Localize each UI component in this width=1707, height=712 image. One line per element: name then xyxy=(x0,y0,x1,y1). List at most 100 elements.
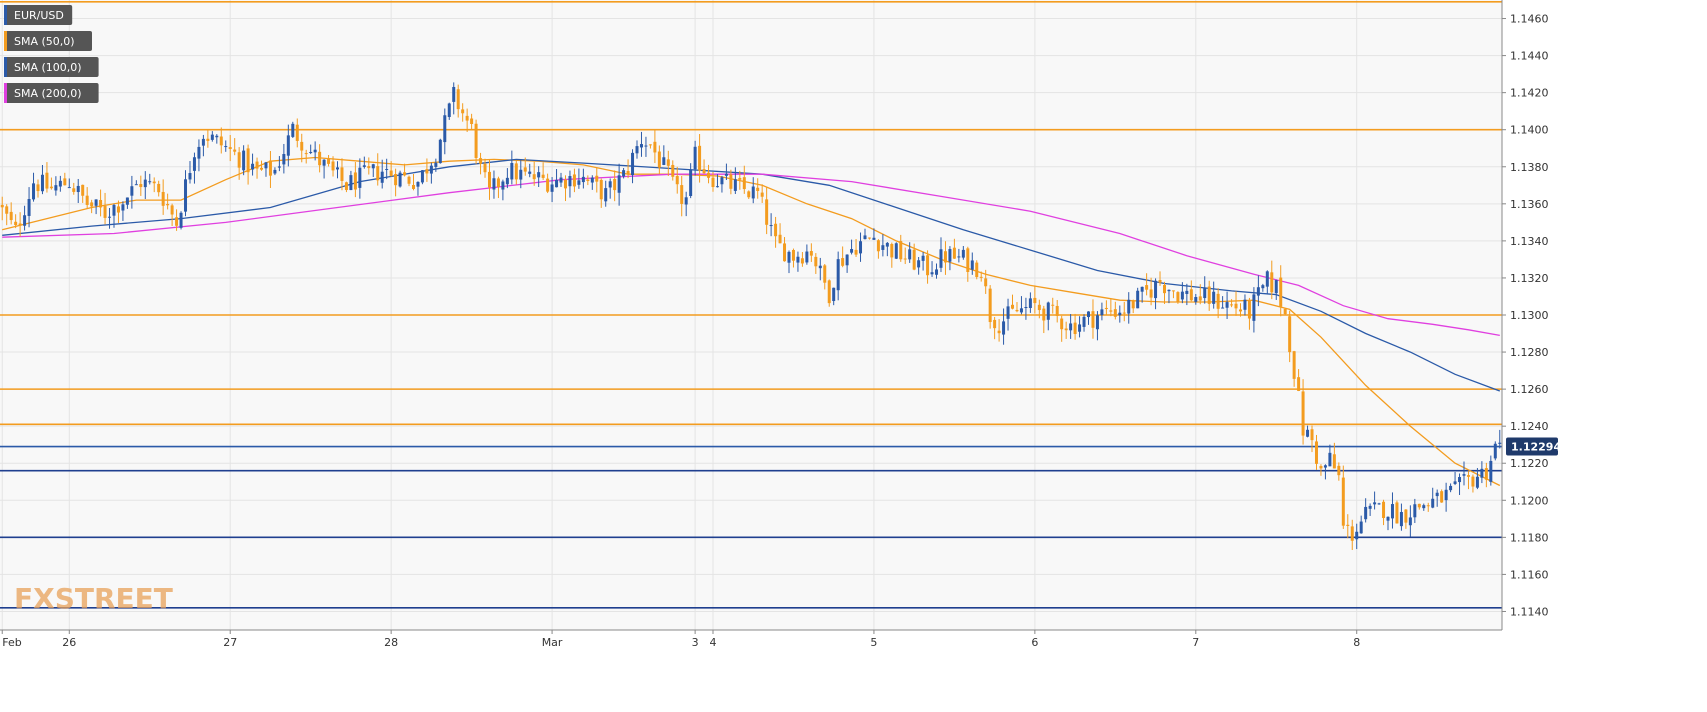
candle-body xyxy=(1131,300,1135,309)
candle-body xyxy=(537,172,541,178)
candle-body xyxy=(318,151,322,166)
candle-body xyxy=(1028,298,1032,308)
candle-body xyxy=(219,136,223,146)
candle-body xyxy=(774,223,778,237)
candle-body xyxy=(1136,290,1140,309)
candle-body xyxy=(729,174,733,189)
candle-body xyxy=(769,225,773,227)
candle-body xyxy=(420,170,424,183)
candle-body xyxy=(912,249,916,270)
candles xyxy=(0,82,1502,550)
y-tick-label: 1.1280 xyxy=(1510,346,1549,359)
candle-body xyxy=(1426,505,1430,507)
candle-body xyxy=(206,138,210,141)
legend-label: SMA (100,0) xyxy=(14,61,82,74)
candle-body xyxy=(376,166,380,181)
candle-body xyxy=(327,158,331,164)
candle-body xyxy=(715,186,719,188)
candle-body xyxy=(1203,287,1207,299)
candle-body xyxy=(201,138,205,146)
candle-body xyxy=(921,255,925,261)
candle-body xyxy=(1332,454,1336,469)
candle-body xyxy=(930,272,934,275)
candle-body xyxy=(260,167,264,170)
y-tick-label: 1.1300 xyxy=(1510,309,1549,322)
candle-body xyxy=(1292,351,1296,379)
candle-body xyxy=(760,192,764,197)
candle-body xyxy=(429,165,433,174)
candle-body xyxy=(1216,293,1220,309)
candle-body xyxy=(1158,280,1162,283)
candle-body xyxy=(1082,316,1086,327)
candle-body xyxy=(58,180,62,187)
candle-body xyxy=(720,177,724,185)
candle-body xyxy=(99,199,103,208)
candle-body xyxy=(1462,474,1466,476)
candle-body xyxy=(23,215,27,226)
candle-body xyxy=(747,191,751,198)
candle-body xyxy=(595,175,599,182)
price-badge-text: 1.12294 xyxy=(1511,441,1561,454)
candle-body xyxy=(1033,297,1037,304)
candle-body xyxy=(1252,294,1256,321)
candle-body xyxy=(514,163,518,180)
x-tick-label: Feb xyxy=(2,636,21,649)
candle-body xyxy=(1185,290,1189,294)
candle-body xyxy=(1390,504,1394,519)
candle-body xyxy=(836,259,840,291)
candle-body xyxy=(1180,291,1184,300)
candle-body xyxy=(823,265,827,283)
candle-body xyxy=(228,147,232,150)
candle-body xyxy=(14,221,18,226)
candle-body xyxy=(501,181,505,190)
candle-body xyxy=(295,124,299,141)
candle-body xyxy=(116,206,120,213)
candle-body xyxy=(470,118,474,124)
candle-body xyxy=(707,172,711,178)
candle-body xyxy=(1122,312,1126,314)
candle-body xyxy=(447,103,451,117)
candle-body xyxy=(917,260,921,268)
candle-body xyxy=(631,152,635,176)
candle-body xyxy=(309,151,313,153)
candle-body xyxy=(242,150,246,171)
candle-body xyxy=(1006,306,1010,319)
candle-body xyxy=(63,178,67,186)
candle-body xyxy=(0,204,4,208)
candle-body xyxy=(818,265,822,269)
candle-body xyxy=(675,176,679,185)
candle-body xyxy=(970,260,974,270)
candle-body xyxy=(36,184,40,192)
legend-item xyxy=(4,57,99,77)
candle-body xyxy=(903,258,907,260)
candle-body xyxy=(827,280,831,304)
candle-body xyxy=(738,177,742,180)
y-tick-label: 1.1260 xyxy=(1510,383,1549,396)
candle-body xyxy=(559,177,563,183)
candle-body xyxy=(1261,285,1265,289)
candle-body xyxy=(434,162,438,167)
candle-body xyxy=(349,175,353,191)
candle-body xyxy=(188,173,192,180)
candle-body xyxy=(1055,305,1059,316)
candle-body xyxy=(353,172,357,190)
candle-body xyxy=(1015,309,1019,312)
candle-body xyxy=(1118,312,1122,316)
candle-body xyxy=(1019,308,1023,313)
candle-body xyxy=(1323,465,1327,468)
candle-body xyxy=(1238,309,1242,312)
candle-body xyxy=(1073,322,1077,335)
candle-body xyxy=(604,188,608,202)
candle-body xyxy=(371,164,375,169)
candle-body xyxy=(273,169,277,174)
sma-line xyxy=(2,158,1501,392)
y-tick-label: 1.1200 xyxy=(1510,494,1549,507)
candle-body xyxy=(693,146,697,170)
candle-body xyxy=(577,180,581,185)
candle-body xyxy=(742,177,746,190)
candle-body xyxy=(456,89,460,110)
candle-body xyxy=(1243,299,1247,310)
candle-body xyxy=(1127,299,1131,314)
candle-body xyxy=(1444,489,1448,501)
candle-body xyxy=(613,179,617,191)
